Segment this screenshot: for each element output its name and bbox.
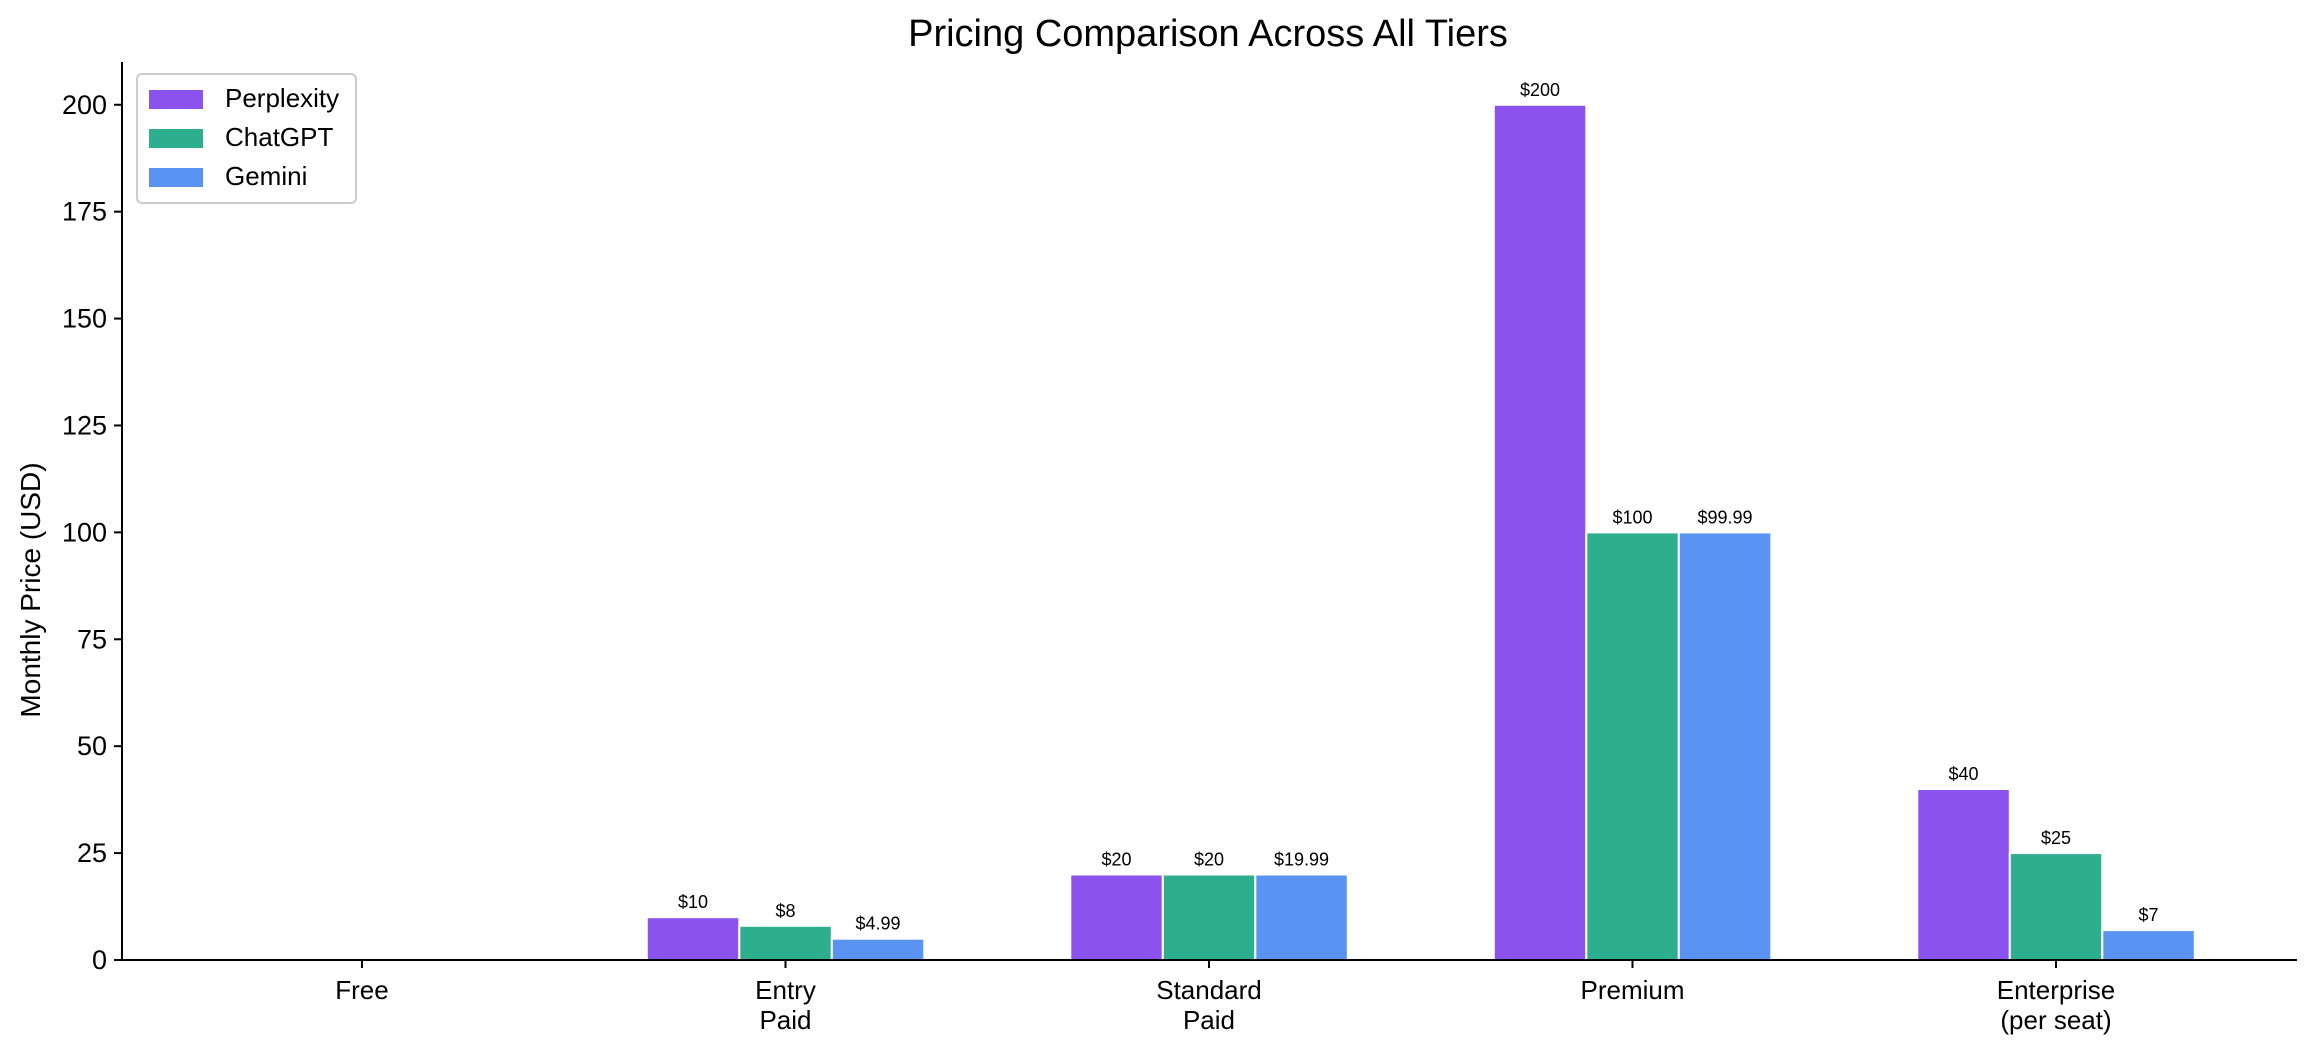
y-tick-label: 125 [62, 410, 107, 440]
data-label: $7 [2138, 905, 2158, 925]
y-tick-label: 150 [62, 304, 107, 334]
data-label: $100 [1612, 507, 1652, 527]
bar-chatgpt-2 [1161, 873, 1257, 961]
y-axis-label: Monthly Price (USD) [15, 462, 46, 717]
legend-label-perplexity: Perplexity [225, 83, 339, 113]
bar-perplexity-2 [1069, 873, 1164, 961]
data-label: $99.99 [1697, 507, 1752, 527]
data-label: $25 [2041, 828, 2071, 848]
bar-gemini-2 [1254, 873, 1349, 961]
bar-gemini-4 [2101, 929, 2196, 961]
legend-label-chatgpt: ChatGPT [225, 122, 333, 152]
bars-layer: $10 $8 $4.99 $20 $20 $19.99 $200 $100 $99.99 $40 $… [645, 80, 2196, 962]
bar-gemini-1 [830, 937, 926, 962]
bar-chatgpt-4 [2008, 852, 2104, 961]
bar-gemini-3 [1677, 531, 1773, 962]
x-tick-label: Entry [755, 975, 816, 1005]
data-label: $4.99 [855, 914, 900, 934]
data-label: $20 [1101, 850, 1131, 870]
legend-swatch-chatgpt [149, 129, 203, 148]
data-label: $40 [1948, 764, 1978, 784]
y-tick-label: 0 [92, 945, 107, 975]
bar-perplexity-1 [645, 916, 741, 962]
legend-label-gemini: Gemini [225, 161, 307, 191]
y-tick-label: 75 [77, 624, 107, 654]
data-label: $20 [1194, 850, 1224, 870]
data-label: $200 [1520, 80, 1560, 100]
x-tick-label: Standard [1156, 975, 1262, 1005]
bar-perplexity-3 [1492, 103, 1588, 962]
data-label: $19.99 [1274, 850, 1329, 870]
y-tick-label: 175 [62, 197, 107, 227]
y-tick-label: 25 [77, 838, 107, 868]
legend: Perplexity ChatGPT Gemini [136, 73, 357, 204]
bar-chatgpt-3 [1585, 531, 1680, 962]
x-tick-label: Premium [1580, 975, 1684, 1005]
x-tick-label: Free [335, 975, 388, 1005]
x-tick-label: Paid [1183, 1005, 1235, 1035]
legend-swatch-gemini [149, 168, 203, 187]
data-label: $8 [775, 901, 795, 921]
bar-perplexity-4 [1916, 788, 2011, 961]
y-tick-label: 200 [62, 90, 107, 120]
legend-swatch-perplexity [149, 90, 203, 109]
x-tick-label: Enterprise [1997, 975, 2116, 1005]
y-tick-label: 100 [62, 517, 107, 547]
bar-chatgpt-1 [738, 924, 833, 961]
x-tick-label: Paid [759, 1005, 811, 1035]
data-label: $10 [678, 892, 708, 912]
chart-title: Pricing Comparison Across All Tiers [908, 13, 1508, 55]
x-tick-label: (per seat) [2000, 1005, 2111, 1035]
y-tick-label: 50 [77, 731, 107, 761]
